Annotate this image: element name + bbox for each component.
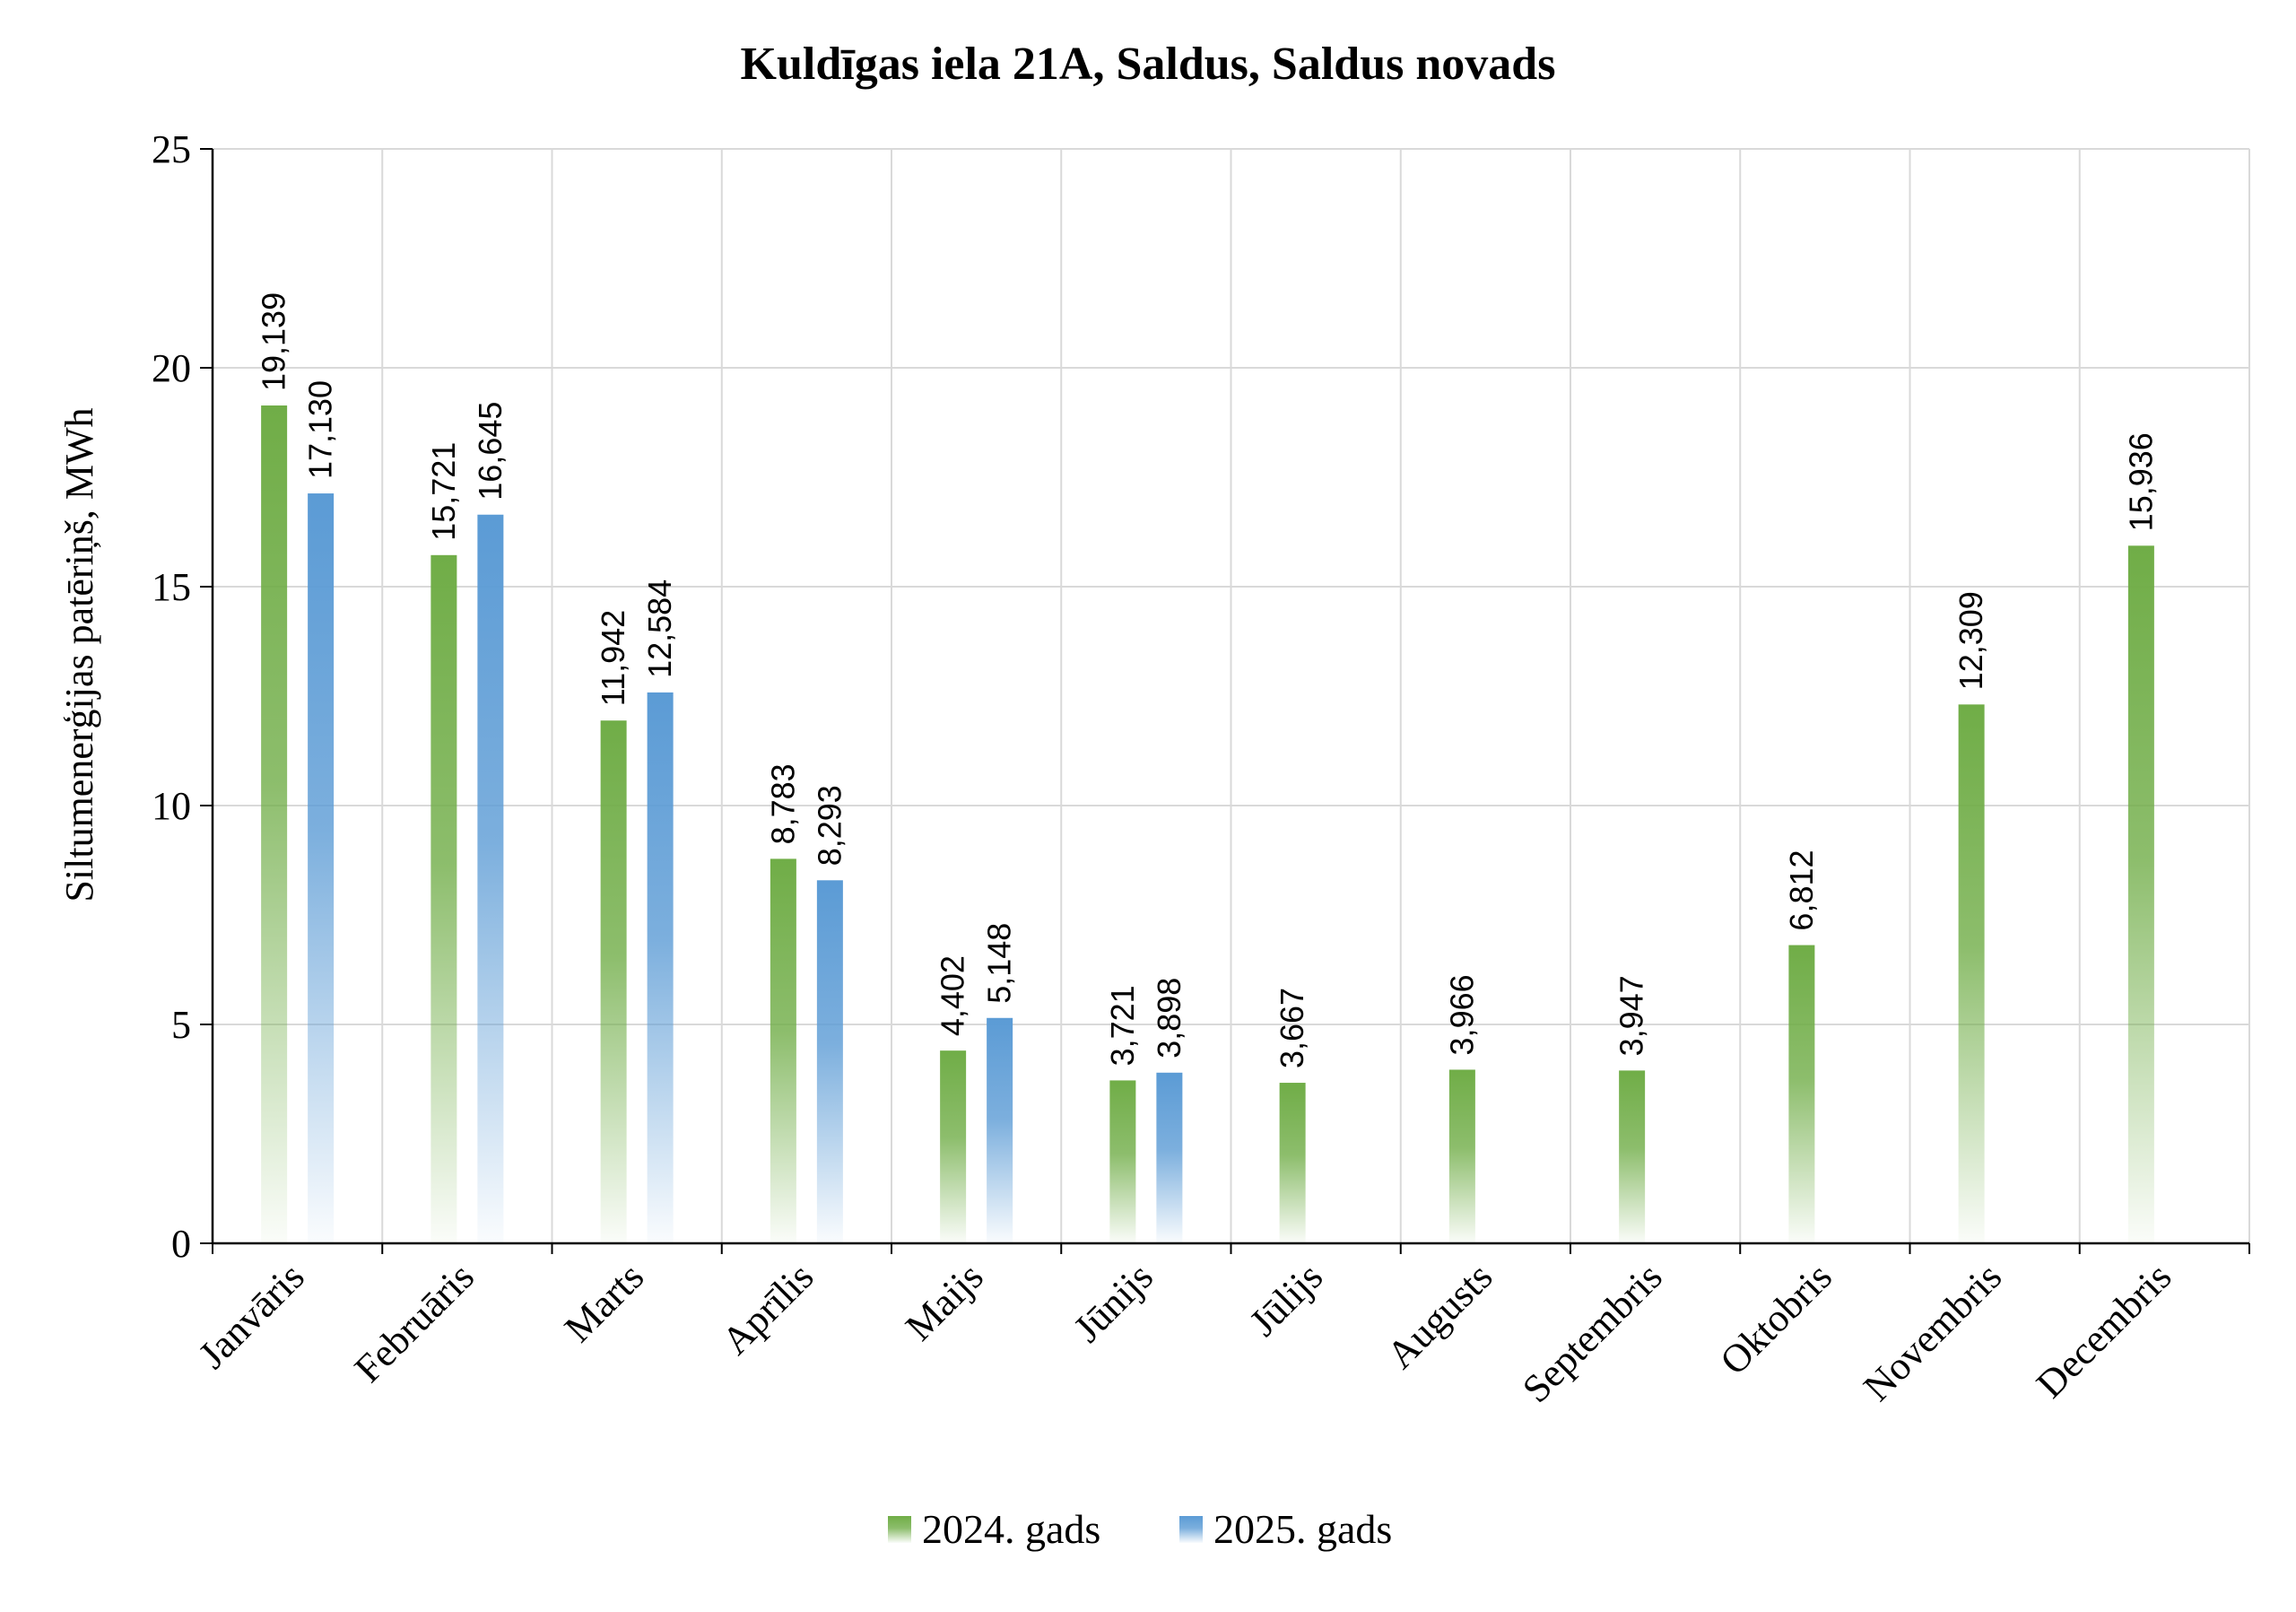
bar-series2 [308, 493, 335, 1243]
x-tick-label: Aprīlis [713, 1254, 822, 1363]
y-tick-label: 0 [171, 1222, 191, 1266]
bar-series1 [2127, 545, 2154, 1243]
x-tick-label: Jūnijs [1065, 1254, 1161, 1350]
y-tick-label: 10 [152, 784, 191, 828]
bar-series2 [987, 1017, 1013, 1243]
bar-series1 [1788, 945, 1815, 1243]
data-label: 3,721 [1104, 985, 1141, 1066]
data-label: 5,148 [981, 923, 1018, 1004]
bar-series2 [816, 880, 843, 1243]
chart-title: Kuldīgas iela 21A, Saldus, Saldus novads [741, 39, 1556, 90]
data-label: 15,936 [2122, 432, 2159, 531]
gridlines [213, 148, 2250, 1243]
bar-series2 [647, 692, 674, 1243]
x-tick-label: Novembris [1855, 1254, 2010, 1409]
bar-series2 [1156, 1072, 1183, 1243]
legend: 2024. gads 2025. gads [888, 1506, 1392, 1552]
bar-series1 [261, 405, 288, 1243]
bar-series1 [770, 858, 796, 1243]
x-tick-label: Februāris [346, 1254, 483, 1390]
data-label: 11,942 [595, 610, 631, 706]
x-tick-label: Decembris [2028, 1254, 2179, 1406]
data-label: 12,309 [1952, 591, 1989, 690]
bar-series1 [1619, 1070, 1646, 1243]
data-label: 3,966 [1443, 974, 1480, 1055]
x-tick-label: Augusts [1378, 1254, 1501, 1377]
legend-swatch [888, 1516, 911, 1543]
y-tick-label: 25 [152, 127, 191, 171]
bar-series1 [1958, 704, 1985, 1243]
bar-series1 [1279, 1083, 1306, 1243]
legend-label: 2024. gads [922, 1506, 1100, 1552]
data-label: 3,898 [1151, 978, 1187, 1059]
y-axis-label: Siltumenerģijas patēriņš, MWh [57, 407, 101, 902]
bars [261, 405, 2154, 1243]
x-tick-label: Oktobris [1711, 1254, 1840, 1383]
data-label: 19,139 [256, 292, 292, 391]
bar-series2 [477, 514, 504, 1243]
y-tick-label: 5 [171, 1003, 191, 1047]
y-tick-label: 15 [152, 565, 191, 609]
data-label: 16,645 [472, 402, 509, 501]
data-labels: 19,139 17,130 15,721 16,645 11,942 12,584 8,78… [256, 292, 2160, 1068]
legend-swatch [1179, 1516, 1203, 1543]
bar-series1 [430, 554, 457, 1243]
data-label: 3,947 [1613, 975, 1650, 1056]
data-label: 17,130 [302, 380, 339, 479]
y-tick-label: 20 [152, 346, 191, 390]
data-label: 8,293 [811, 785, 848, 866]
bar-series1 [1109, 1080, 1136, 1243]
data-label: 12,584 [641, 579, 678, 678]
x-tick-label: Maijs [897, 1254, 992, 1349]
legend-label: 2025. gads [1213, 1506, 1392, 1552]
bar-series1 [1448, 1069, 1475, 1243]
data-label: 15,721 [425, 442, 462, 541]
x-tick-label: Marts [556, 1254, 652, 1350]
x-tick-label: Janvāris [190, 1254, 313, 1377]
x-tick-label: Septembris [1514, 1254, 1671, 1411]
data-label: 4,402 [935, 955, 971, 1036]
axes: 0 5 10 15 20 25 Janvāris Februāris Marts Aprīlis M… [152, 127, 2250, 1411]
bar-series1 [940, 1050, 967, 1243]
data-label: 3,667 [1274, 988, 1310, 1068]
data-label: 6,812 [1783, 850, 1820, 930]
x-tick-label: Jūlijs [1241, 1254, 1331, 1344]
data-label: 8,783 [764, 763, 801, 844]
bar-series1 [600, 720, 627, 1243]
